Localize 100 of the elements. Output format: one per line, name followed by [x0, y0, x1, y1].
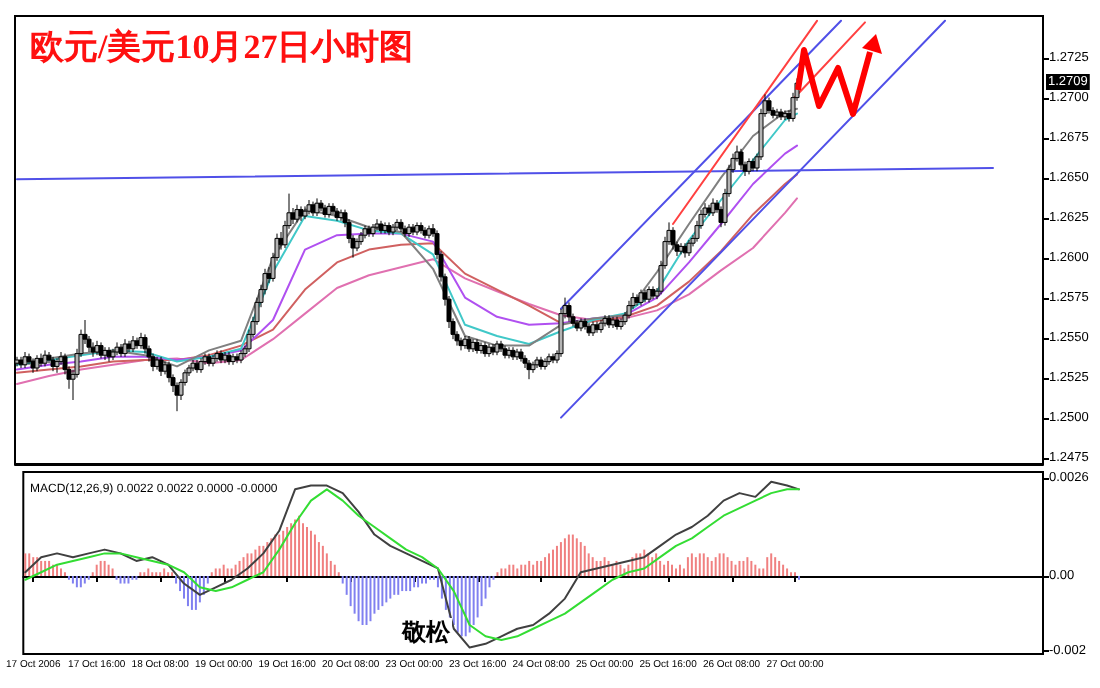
- candlestick: [190, 359, 196, 372]
- candlestick: [354, 237, 360, 252]
- candlestick: [126, 340, 132, 353]
- candlestick: [298, 205, 304, 222]
- candlestick: [474, 338, 480, 355]
- candlestick: [506, 346, 512, 359]
- candlestick: [210, 354, 216, 367]
- candlestick: [338, 209, 344, 222]
- candlestick: [462, 335, 468, 350]
- line-series: [16, 197, 798, 385]
- candlestick: [682, 242, 688, 259]
- candlestick: [294, 204, 300, 223]
- candlestick: [326, 202, 332, 219]
- candlestick: [414, 221, 420, 236]
- candlestick: [486, 343, 492, 358]
- candlestick: [594, 321, 600, 334]
- candlestick: [706, 204, 712, 217]
- candlestick: [378, 220, 384, 235]
- candlestick: [318, 199, 324, 212]
- candlestick: [94, 340, 100, 356]
- candlestick: [142, 333, 148, 355]
- candlestick: [234, 353, 240, 364]
- candlestick: [410, 223, 416, 236]
- candlestick: [646, 285, 652, 303]
- candlestick: [418, 221, 424, 235]
- candlestick: [526, 359, 532, 380]
- candlestick: [458, 337, 464, 351]
- candlestick: [54, 357, 60, 374]
- candlestick: [470, 338, 476, 353]
- candlestick: [490, 343, 496, 356]
- candlestick: [362, 225, 368, 239]
- candlestick: [610, 316, 616, 329]
- candlestick: [214, 349, 220, 363]
- candlestick: [106, 346, 112, 363]
- candlestick: [202, 353, 208, 366]
- candlestick: [478, 341, 484, 355]
- candlestick: [138, 332, 144, 350]
- candlestick: [42, 349, 48, 367]
- candlestick: [226, 351, 232, 366]
- candlestick: [614, 316, 620, 331]
- candlestick: [386, 221, 392, 236]
- candlestick: [150, 353, 156, 372]
- candlestick: [530, 361, 536, 374]
- candlestick: [198, 357, 204, 374]
- candlestick: [134, 337, 140, 350]
- candlestick: [550, 353, 556, 364]
- candlestick: [194, 359, 200, 374]
- candlestick: [542, 357, 548, 371]
- candlestick: [406, 223, 412, 238]
- candlestick: [162, 361, 168, 375]
- candlestick: [642, 289, 648, 303]
- candlestick: [158, 356, 164, 377]
- candlestick: [218, 349, 224, 364]
- candlestick: [174, 381, 180, 412]
- candlestick: [334, 207, 340, 222]
- candlestick: [306, 199, 312, 215]
- candlestick: [26, 353, 32, 366]
- candlestick: [206, 353, 212, 367]
- candlestick: [578, 317, 584, 332]
- candlestick: [778, 108, 784, 121]
- candlestick: [630, 292, 636, 310]
- candlestick: [482, 341, 488, 358]
- candlestick: [766, 97, 772, 115]
- candlestick: [366, 225, 372, 238]
- candlestick: [750, 157, 756, 172]
- candlestick: [746, 157, 752, 175]
- candlestick: [638, 289, 644, 307]
- candlestick: [738, 148, 744, 171]
- candlestick: [314, 197, 320, 217]
- candlestick: [602, 314, 608, 327]
- candlestick: [494, 340, 500, 356]
- candlestick: [50, 356, 56, 372]
- candlestick: [330, 202, 336, 215]
- candlestick: [114, 341, 120, 356]
- candlestick: [514, 348, 520, 361]
- candlestick: [598, 319, 604, 334]
- candlestick: [34, 354, 40, 372]
- candlestick: [502, 345, 508, 359]
- chart-title: 欧元/美元10月27日小时图: [30, 28, 414, 66]
- candlestick: [370, 223, 376, 238]
- candlestick: [518, 348, 524, 363]
- candlestick: [398, 218, 404, 233]
- candlestick: [222, 351, 228, 364]
- candlestick: [98, 341, 104, 359]
- candlestick: [586, 322, 592, 337]
- candlestick: [538, 356, 544, 371]
- candlestick: [122, 338, 128, 358]
- candlestick: [390, 223, 396, 236]
- candlestick: [110, 348, 116, 361]
- candlestick: [118, 343, 124, 358]
- candlestick: [590, 321, 596, 337]
- candlestick: [510, 346, 516, 361]
- candlestick: [130, 335, 136, 353]
- candlestick: [90, 341, 96, 358]
- candlestick: [102, 346, 108, 361]
- candlestick: [678, 242, 684, 255]
- candlestick: [686, 239, 692, 257]
- candlestick: [58, 351, 64, 366]
- candlestick: [322, 204, 328, 219]
- candlestick: [46, 351, 52, 364]
